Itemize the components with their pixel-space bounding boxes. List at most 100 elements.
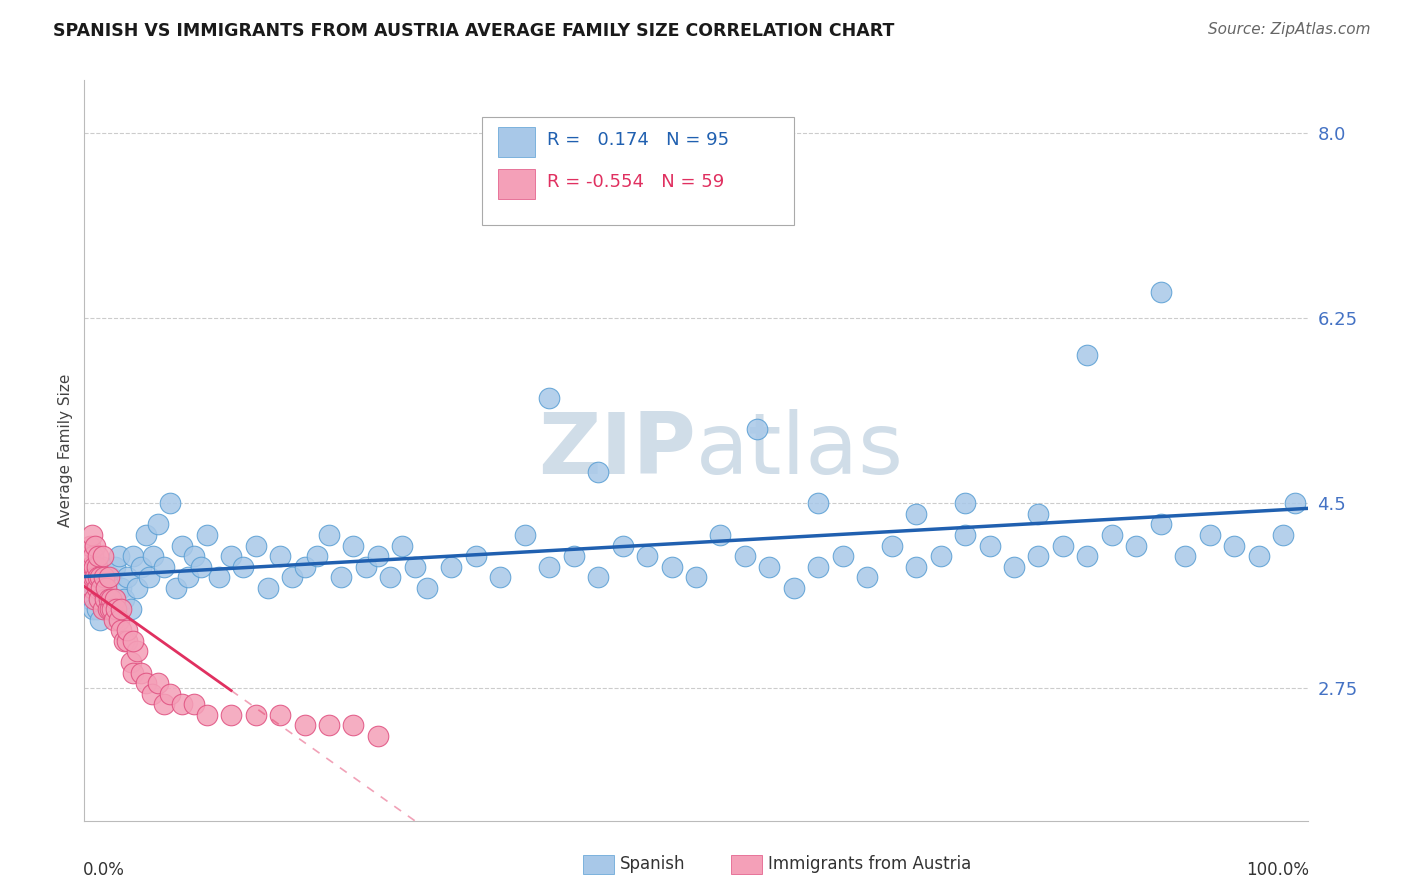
Text: ZIP: ZIP [538,409,696,492]
Point [112,633,135,648]
Point [783,581,806,595]
Point [91,559,114,574]
Point [1125,539,1147,553]
Point [96,581,118,595]
Point [146,517,169,532]
Point [115,624,138,638]
Point [747,422,769,436]
Point [807,559,830,574]
Text: 0.0%: 0.0% [83,862,125,880]
FancyBboxPatch shape [498,169,534,199]
Point [245,539,267,553]
Point [354,559,377,574]
Point [107,613,129,627]
Point [208,570,231,584]
Point [125,581,148,595]
Point [115,633,138,648]
Point [1076,348,1098,362]
Point [1284,496,1306,510]
Point [318,718,340,732]
Point [159,496,181,510]
Point [404,559,426,574]
Text: Immigrants from Austria: Immigrants from Austria [768,855,972,873]
Point [100,591,122,606]
Text: atlas: atlas [696,409,904,492]
Point [142,549,165,564]
Point [122,549,145,564]
Point [1174,549,1197,564]
Point [98,602,121,616]
Point [93,570,115,584]
Point [93,591,115,606]
Point [83,591,105,606]
Point [1052,539,1074,553]
Point [104,591,127,606]
Point [165,581,187,595]
Point [96,581,118,595]
Point [83,559,105,574]
FancyBboxPatch shape [482,118,794,225]
Point [82,570,104,584]
Point [89,570,111,584]
Point [685,570,707,584]
Point [1247,549,1270,564]
Point [115,570,138,584]
Point [183,549,205,564]
Y-axis label: Average Family Size: Average Family Size [58,374,73,527]
Point [1028,507,1050,521]
Point [1028,549,1050,564]
Point [929,549,952,564]
Point [831,549,853,564]
Point [1101,528,1123,542]
Point [84,581,107,595]
Point [86,581,108,595]
Point [146,676,169,690]
Point [80,528,103,542]
Point [612,539,634,553]
Point [97,602,120,616]
Point [107,549,129,564]
Point [103,613,125,627]
Point [440,559,463,574]
Point [905,559,928,574]
Point [1198,528,1220,542]
Text: Spanish: Spanish [620,855,686,873]
Point [125,644,148,658]
Point [120,602,142,616]
Point [97,591,120,606]
Point [90,581,112,595]
Point [79,559,101,574]
Point [79,539,101,553]
Point [807,496,830,510]
Point [856,570,879,584]
Point [979,539,1001,553]
Point [636,549,658,564]
Point [953,496,976,510]
Point [82,602,104,616]
Point [79,591,101,606]
Point [120,655,142,669]
Point [82,549,104,564]
Point [294,718,316,732]
Point [86,602,108,616]
Point [219,707,242,722]
Point [89,613,111,627]
Point [172,698,194,712]
Point [77,570,100,584]
Text: 100.0%: 100.0% [1246,862,1309,880]
Point [661,559,683,574]
Point [172,539,194,553]
Point [100,570,122,584]
Text: SPANISH VS IMMIGRANTS FROM AUSTRIA AVERAGE FAMILY SIZE CORRELATION CHART: SPANISH VS IMMIGRANTS FROM AUSTRIA AVERA… [53,22,894,40]
Point [129,559,152,574]
Point [880,539,903,553]
Point [538,391,561,405]
Point [87,549,110,564]
Point [330,570,353,584]
FancyBboxPatch shape [498,127,534,156]
Point [367,729,389,743]
Point [905,507,928,521]
Point [97,570,120,584]
Text: R = -0.554   N = 59: R = -0.554 N = 59 [547,173,724,191]
Point [464,549,486,564]
